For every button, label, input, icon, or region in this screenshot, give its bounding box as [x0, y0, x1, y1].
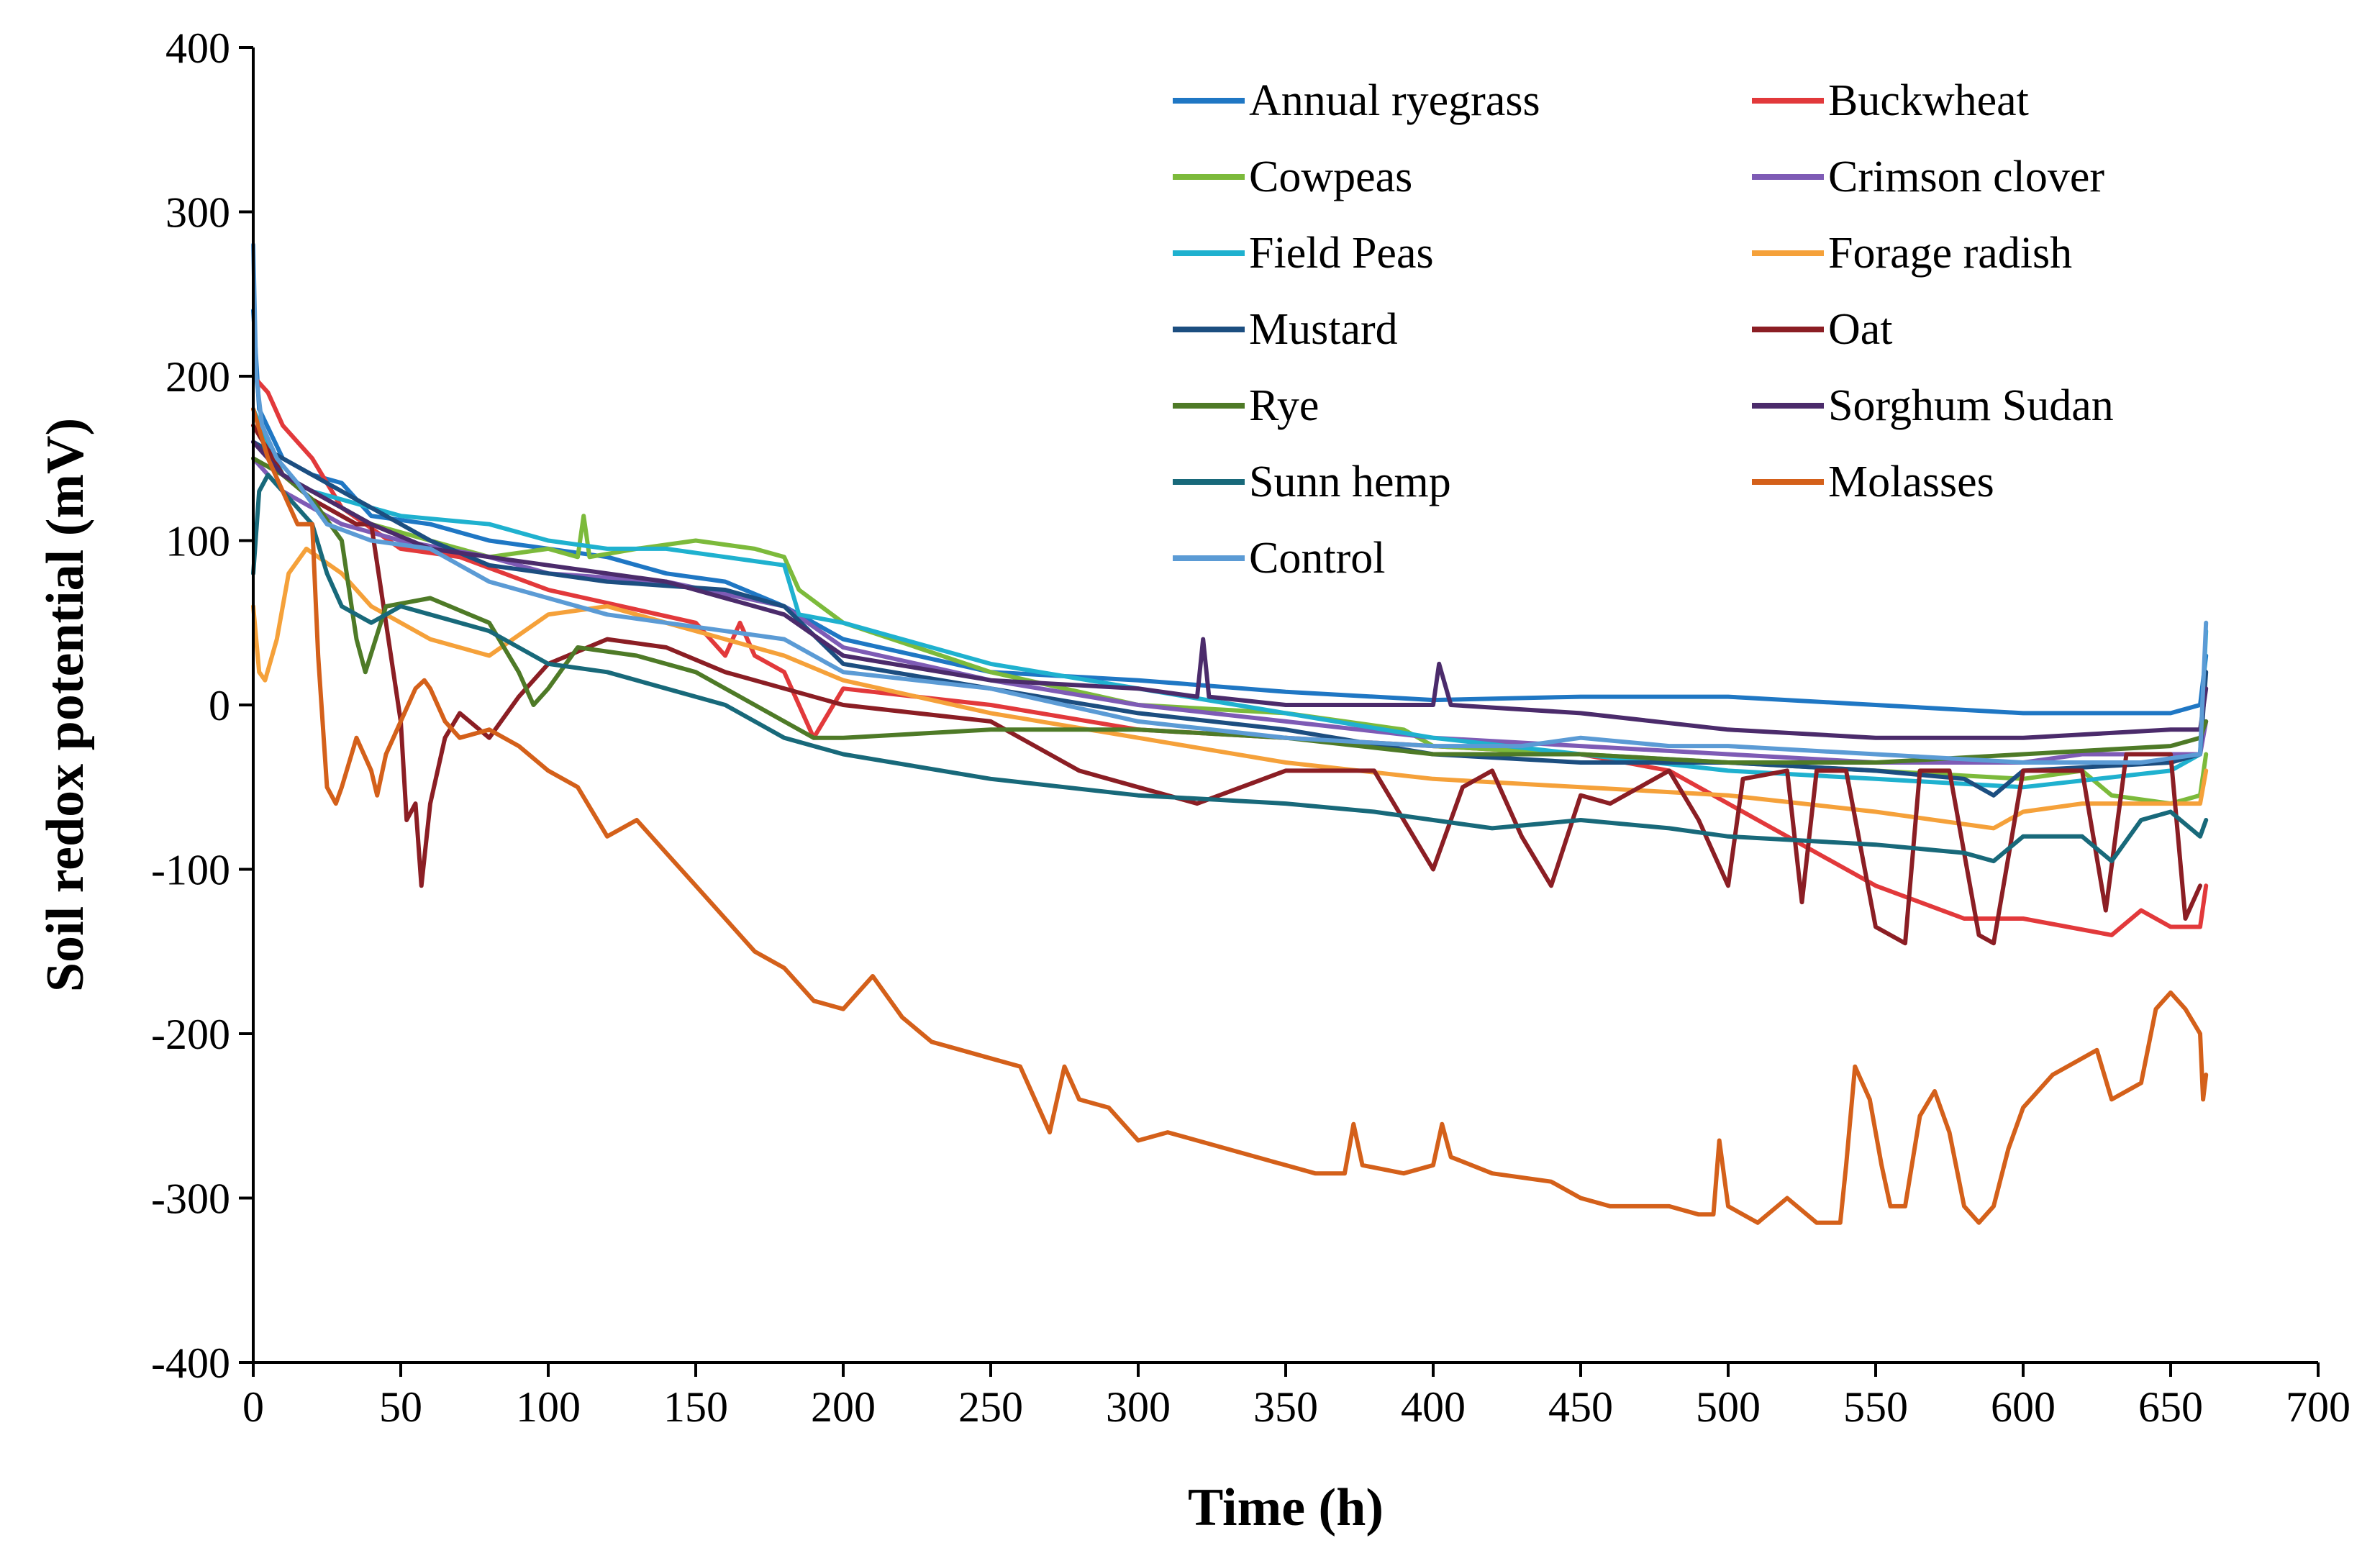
legend-item-forage-radish: Forage radish	[1752, 229, 2072, 278]
y-tick-label: 0	[209, 682, 230, 729]
ticks: 0 50 100 150 200 250 300 350 400 450 500 550 600 650 7…	[151, 24, 2351, 1431]
x-tick-label: 150	[663, 1383, 728, 1431]
x-tick-label: 200	[811, 1383, 876, 1431]
legend-label: Rye	[1249, 381, 1319, 430]
y-tick-label: -100	[151, 847, 230, 894]
y-tick-label: 300	[165, 189, 230, 237]
legend-label: Oat	[1828, 305, 1893, 354]
y-tick-label: -400	[151, 1339, 230, 1387]
x-tick-label: 50	[379, 1383, 422, 1431]
x-tick-label: 0	[242, 1383, 264, 1431]
series-line-mustard	[251, 440, 2209, 798]
x-tick-label: 550	[1843, 1383, 1908, 1431]
legend-label: Crimson clover	[1828, 152, 2104, 201]
series-layer	[251, 242, 2209, 1225]
y-tick-label: 200	[165, 353, 230, 401]
series-line-molasses	[251, 406, 2209, 1225]
x-axis-title: Time (h)	[1188, 1478, 1384, 1537]
legend-label: Control	[1249, 534, 1385, 583]
legend-item-buckwheat: Buckwheat	[1752, 76, 2029, 125]
x-tick-label: 300	[1106, 1383, 1171, 1431]
y-axis-title: Soil redox potential (mV)	[36, 418, 95, 992]
legend-item-mustard: Mustard	[1173, 305, 1398, 354]
series-line-crimson-clover	[251, 456, 2209, 765]
x-tick-label: 100	[516, 1383, 581, 1431]
legend-label: Sunn hemp	[1249, 457, 1451, 506]
series-line-sorghum-sudan	[251, 440, 2209, 740]
series-line-forage-radish	[251, 546, 2209, 831]
series-line-rye	[251, 456, 2209, 765]
y-tick-label: -300	[151, 1175, 230, 1223]
series-line-field-peas	[251, 406, 2209, 790]
x-tick-label: 600	[1991, 1383, 2056, 1431]
series-line-buckwheat	[251, 374, 2209, 937]
legend-item-rye: Rye	[1173, 381, 1319, 430]
legend-item-field-peas: Field Peas	[1173, 229, 1434, 278]
x-tick-label: 700	[2286, 1383, 2351, 1431]
legend-label: Cowpeas	[1249, 152, 1412, 201]
x-tick-label: 500	[1696, 1383, 1761, 1431]
legend-item-crimson-clover: Crimson clover	[1752, 152, 2104, 201]
x-tick-label: 350	[1253, 1383, 1318, 1431]
y-tick-label: 100	[165, 518, 230, 565]
legend-label: Mustard	[1249, 305, 1398, 354]
series-line-oat	[251, 423, 2202, 946]
legend-label: Molasses	[1828, 457, 1994, 506]
legend: Annual ryegrass Buckwheat Cowpeas Crimson c…	[1173, 76, 2114, 583]
legend-label: Forage radish	[1828, 229, 2072, 278]
legend-item-sunn-hemp: Sunn hemp	[1173, 457, 1451, 506]
x-tick-label: 450	[1548, 1383, 1613, 1431]
x-tick-label: 400	[1401, 1383, 1466, 1431]
series-line-sunn-hemp	[251, 473, 2209, 864]
legend-label: Field Peas	[1249, 229, 1434, 278]
legend-item-control: Control	[1173, 534, 1385, 583]
legend-item-sorghum-sudan: Sorghum Sudan	[1752, 381, 2114, 430]
y-tick-label: 400	[165, 24, 230, 72]
legend-item-cowpeas: Cowpeas	[1173, 152, 1412, 201]
x-tick-label: 250	[958, 1383, 1023, 1431]
legend-item-annual-ryegrass: Annual ryegrass	[1173, 76, 1540, 125]
y-tick-label: -200	[151, 1011, 230, 1058]
legend-label: Buckwheat	[1828, 76, 2029, 125]
legend-label: Sorghum Sudan	[1828, 381, 2114, 430]
series-line-annual-ryegrass	[251, 308, 2209, 716]
legend-item-oat: Oat	[1752, 305, 1893, 354]
legend-label: Annual ryegrass	[1249, 76, 1540, 125]
x-tick-label: 650	[2138, 1383, 2203, 1431]
series-line-control	[251, 242, 2209, 765]
legend-item-molasses: Molasses	[1752, 457, 1994, 506]
